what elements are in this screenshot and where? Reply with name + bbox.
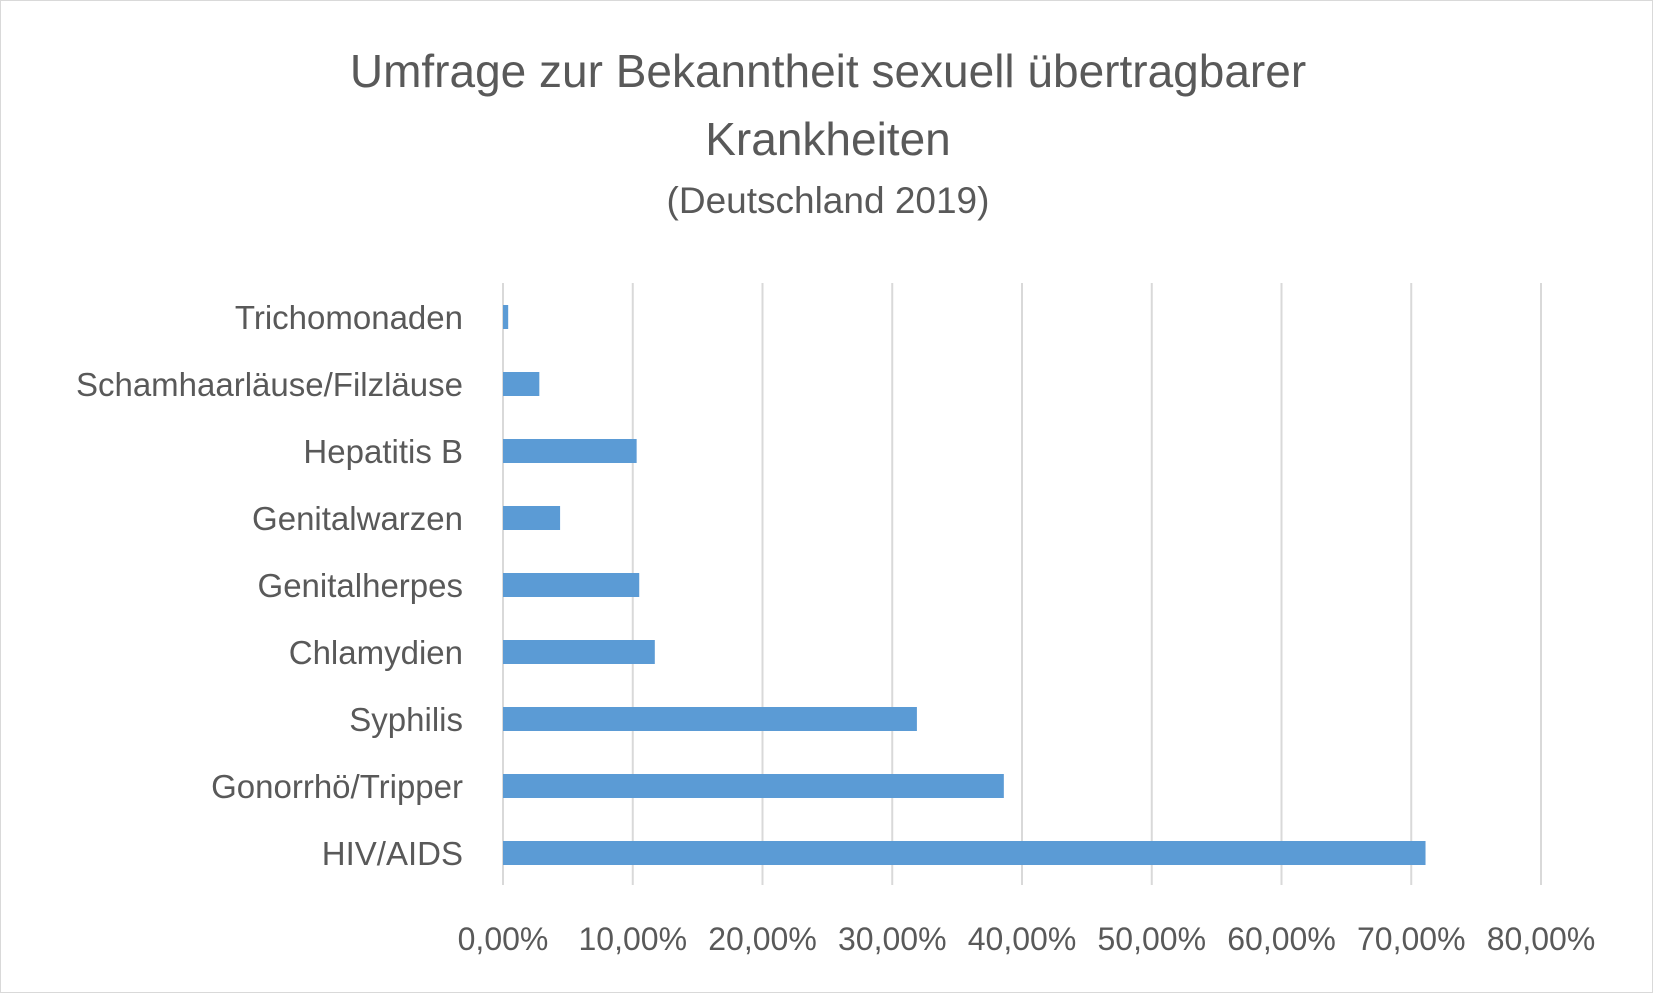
category-label-2: Hepatitis B — [303, 433, 463, 470]
category-label-6: Syphilis — [349, 701, 463, 738]
category-label-1: Schamhaarläuse/Filzläuse — [76, 366, 463, 403]
category-label-7: Gonorrhö/Tripper — [211, 768, 463, 805]
bar-3 — [503, 506, 561, 530]
x-axis-tick-labels: 0,00% 10,00% 20,00% 30,00% 40,00% 50,00% 60,00… — [458, 921, 1596, 957]
bar-7 — [503, 774, 1004, 798]
x-tick-label-20: 20,00% — [708, 921, 817, 957]
category-label-8: HIV/AIDS — [322, 835, 463, 872]
grid-lines — [502, 283, 1542, 885]
bar-5 — [503, 640, 655, 664]
bar-4 — [503, 573, 640, 597]
chart-title-line-1: Umfrage zur Bekanntheit sexuell übertrag… — [350, 45, 1306, 97]
x-tick-label-70: 70,00% — [1357, 921, 1466, 957]
x-tick-label-40: 40,00% — [968, 921, 1077, 957]
bar-0 — [503, 305, 509, 329]
category-label-4: Genitalherpes — [258, 567, 463, 604]
bar-6 — [503, 707, 917, 731]
bar-2 — [503, 439, 637, 463]
x-tick-label-80: 80,00% — [1487, 921, 1596, 957]
category-labels: Trichomonaden Schamhaarläuse/Filzläuse Hep… — [76, 299, 463, 872]
category-label-3: Genitalwarzen — [252, 500, 463, 537]
x-tick-label-50: 50,00% — [1097, 921, 1206, 957]
x-tick-label-60: 60,00% — [1227, 921, 1336, 957]
x-tick-label-0: 0,00% — [458, 921, 549, 957]
category-label-0: Trichomonaden — [235, 299, 463, 336]
x-tick-label-10: 10,00% — [578, 921, 687, 957]
chart-subtitle: (Deutschland 2019) — [667, 180, 990, 221]
bar-8 — [503, 841, 1426, 865]
category-label-5: Chlamydien — [289, 634, 463, 671]
bars — [503, 305, 1426, 865]
x-tick-label-30: 30,00% — [838, 921, 947, 957]
chart-title-line-2: Krankheiten — [705, 113, 951, 165]
bar-1 — [503, 372, 540, 396]
